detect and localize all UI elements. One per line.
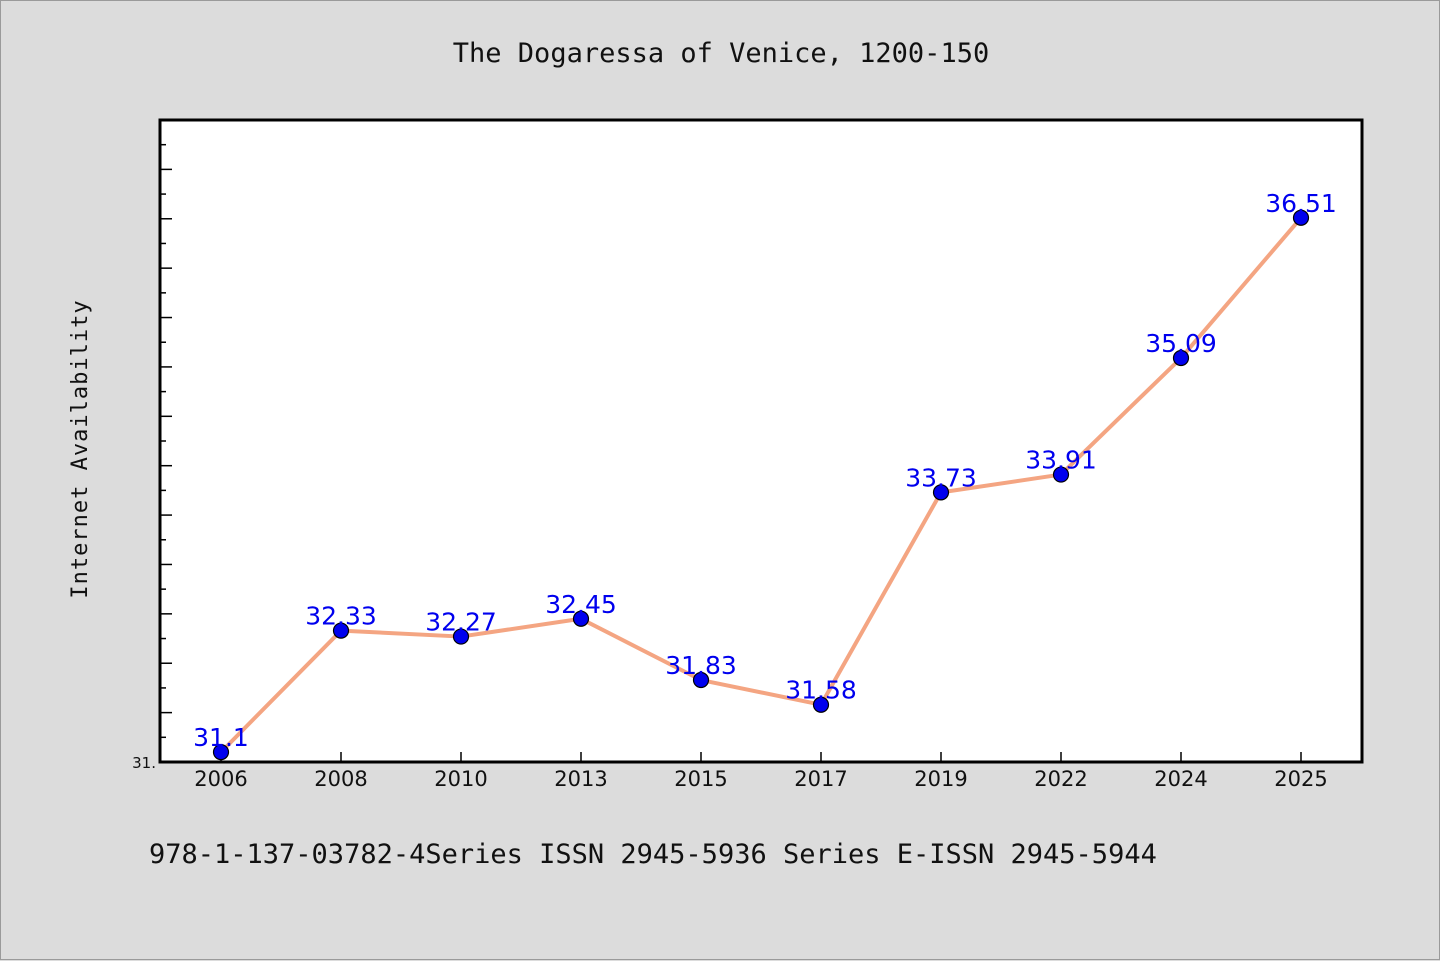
- chart-title: The Dogaressa of Venice, 1200-150: [453, 38, 989, 69]
- y-axis-tick-labels: 31.: [132, 754, 156, 772]
- data-point: [932, 484, 950, 501]
- data-point: [1052, 466, 1070, 483]
- series-line: [219, 216, 1303, 754]
- data-label: 32.27: [425, 608, 497, 637]
- data-point: [452, 628, 470, 645]
- x-axis-ticks: [220, 752, 1302, 762]
- data-labels: 31.1 32.33 32.27 32.45 31.83 31.58 33.73 33.91 3…: [193, 189, 1337, 752]
- data-label: 32.45: [545, 590, 617, 619]
- x-tick-label: 2013: [554, 767, 607, 791]
- data-point: [572, 610, 590, 627]
- data-point: [692, 671, 710, 689]
- x-tick-label: 2006: [194, 767, 247, 791]
- data-label: 31.83: [665, 651, 737, 680]
- footer-isbn-issn: 978-1-137-03782-4Series ISSN 2945-5936 S…: [149, 839, 1157, 870]
- data-label: 32.33: [305, 602, 377, 631]
- series-line-group: [219, 216, 1303, 754]
- x-tick-label: 2017: [794, 767, 847, 791]
- data-label: 31.58: [785, 676, 857, 705]
- plot-border: [158, 118, 1364, 764]
- data-label: 36.51: [1265, 189, 1337, 218]
- x-tick-label: 2025: [1274, 767, 1327, 791]
- x-tick-label: 2010: [434, 767, 487, 791]
- x-axis-tick-labels: 2006 2008 2010 2013 2015 2017 2019 2022 2024 2025: [194, 767, 1327, 791]
- data-label: 31.1: [193, 723, 249, 752]
- data-point: [332, 622, 350, 639]
- x-tick-label: 2015: [674, 767, 727, 791]
- x-tick-label: 2024: [1154, 767, 1207, 791]
- data-point: [1172, 349, 1190, 367]
- data-point: [812, 696, 830, 713]
- plot-area: [160, 120, 1362, 762]
- data-point: [1292, 209, 1310, 226]
- data-label: 33.73: [905, 463, 977, 492]
- x-tick-label: 2008: [314, 767, 367, 791]
- data-label: 35.09: [1145, 329, 1217, 358]
- x-tick-label: 2022: [1034, 767, 1087, 791]
- data-point: [212, 744, 230, 761]
- y-tick-label: 31.: [132, 754, 156, 772]
- data-label: 33.91: [1025, 446, 1097, 475]
- data-points: [212, 209, 1310, 761]
- y-axis-label: Internet Availability: [68, 299, 93, 598]
- x-tick-label: 2019: [914, 767, 967, 791]
